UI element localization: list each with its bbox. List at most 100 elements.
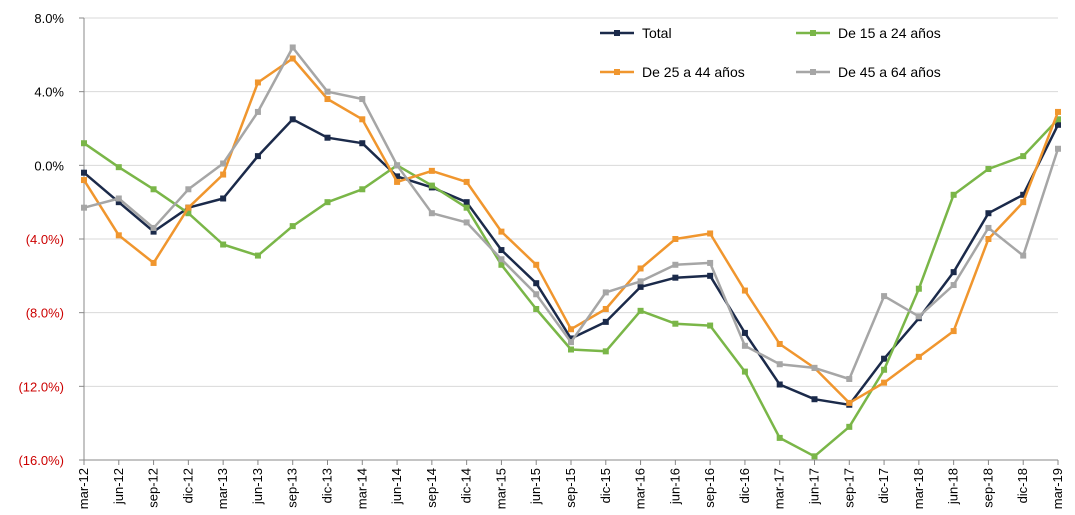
- data-point: [741, 329, 748, 336]
- x-tick-label: dic-12: [180, 468, 195, 503]
- data-point: [776, 340, 783, 347]
- data-point: [846, 423, 853, 430]
- legend-item: De 25 a 44 años: [600, 64, 745, 80]
- data-point: [150, 228, 157, 235]
- y-tick-label: (4.0%): [26, 232, 64, 247]
- x-tick-label: dic-18: [1015, 468, 1030, 503]
- data-point: [776, 434, 783, 441]
- data-point: [359, 116, 366, 123]
- data-point: [533, 291, 540, 298]
- data-point: [707, 272, 714, 279]
- y-tick-label: (16.0%): [18, 453, 64, 468]
- data-point: [672, 320, 679, 327]
- data-point: [498, 256, 505, 263]
- x-tick-label: sep-12: [146, 468, 161, 508]
- data-point: [115, 232, 122, 239]
- x-tick-label: sep-15: [563, 468, 578, 508]
- x-axis-tick-labels: mar-12 jun-12 sep-12 dic-12 mar-13 jun-13 sep-…: [76, 468, 1065, 509]
- data-point: [672, 236, 679, 242]
- x-tick-label: mar-19: [1050, 468, 1065, 509]
- legend-marker: [810, 69, 816, 75]
- data-point: [950, 191, 957, 198]
- data-point: [915, 313, 922, 320]
- data-point: [463, 219, 470, 226]
- data-point: [672, 261, 679, 268]
- legend-label: De 45 a 64 años: [838, 64, 941, 80]
- data-point: [811, 453, 818, 460]
- series-line: [83, 118, 1059, 458]
- data-point: [220, 160, 227, 167]
- data-point: [359, 140, 366, 147]
- data-point: [881, 366, 888, 373]
- data-point: [359, 96, 366, 103]
- data-point: [915, 353, 922, 360]
- data-point: [741, 368, 748, 375]
- data-point: [324, 199, 331, 206]
- x-tick-label: sep-13: [285, 468, 300, 508]
- x-tick-label: dic-14: [459, 468, 474, 503]
- data-point: [846, 399, 853, 406]
- data-point: [498, 247, 505, 254]
- data-point: [394, 173, 401, 180]
- legend-marker: [614, 69, 620, 75]
- data-point: [1055, 108, 1061, 115]
- data-point: [568, 326, 574, 333]
- data-point: [1020, 252, 1027, 259]
- data-point: [254, 79, 261, 86]
- y-tick-label: 8.0%: [34, 11, 64, 26]
- data-point: [568, 339, 574, 346]
- data-point: [498, 261, 505, 268]
- x-tick-label: sep-14: [424, 468, 439, 508]
- series-de-45-a-64-a-os: [81, 44, 1061, 382]
- data-point: [672, 274, 679, 281]
- data-point: [254, 153, 261, 160]
- data-point: [150, 224, 157, 231]
- data-point: [81, 169, 87, 176]
- x-tick-label: mar-14: [354, 468, 369, 509]
- data-point: [463, 199, 470, 206]
- x-tick-label: sep-16: [702, 468, 717, 508]
- data-point: [463, 204, 470, 211]
- data-point: [185, 186, 192, 193]
- data-point: [463, 178, 470, 185]
- data-point: [707, 322, 714, 329]
- x-tick-label: mar-13: [215, 468, 230, 509]
- data-point: [602, 305, 609, 312]
- y-tick-label: 0.0%: [34, 158, 64, 173]
- x-tick-label: mar-18: [911, 468, 926, 509]
- data-point: [707, 230, 714, 237]
- data-point: [289, 223, 296, 230]
- data-point: [568, 346, 574, 353]
- data-point: [185, 210, 192, 217]
- axes: [79, 17, 1059, 465]
- x-tick-label: jun-13: [250, 468, 265, 505]
- x-tick-label: sep-18: [980, 468, 995, 508]
- legend-marker: [810, 30, 816, 36]
- x-tick-label: jun-18: [946, 468, 961, 505]
- legend-item: De 45 a 64 años: [796, 64, 941, 80]
- data-point: [602, 348, 609, 355]
- data-point: [254, 108, 261, 115]
- data-point: [81, 140, 87, 147]
- data-point: [289, 44, 296, 51]
- x-tick-label: mar-17: [772, 468, 787, 509]
- data-point: [741, 287, 748, 294]
- data-point: [220, 195, 227, 202]
- legend-label: De 25 a 44 años: [642, 64, 745, 80]
- data-point: [637, 307, 644, 314]
- data-point: [324, 96, 331, 103]
- data-point: [1055, 121, 1061, 128]
- data-point: [881, 379, 888, 386]
- data-point: [1020, 191, 1027, 198]
- data-point: [776, 361, 783, 368]
- data-point: [881, 355, 888, 362]
- legend-item: Total: [600, 25, 672, 41]
- legend-label: De 15 a 24 años: [838, 25, 941, 41]
- x-tick-label: sep-17: [841, 468, 856, 508]
- data-point: [533, 261, 540, 268]
- data-point: [985, 236, 992, 242]
- data-point: [498, 228, 505, 235]
- data-point: [985, 210, 992, 217]
- data-point: [637, 265, 644, 272]
- data-point: [811, 364, 818, 371]
